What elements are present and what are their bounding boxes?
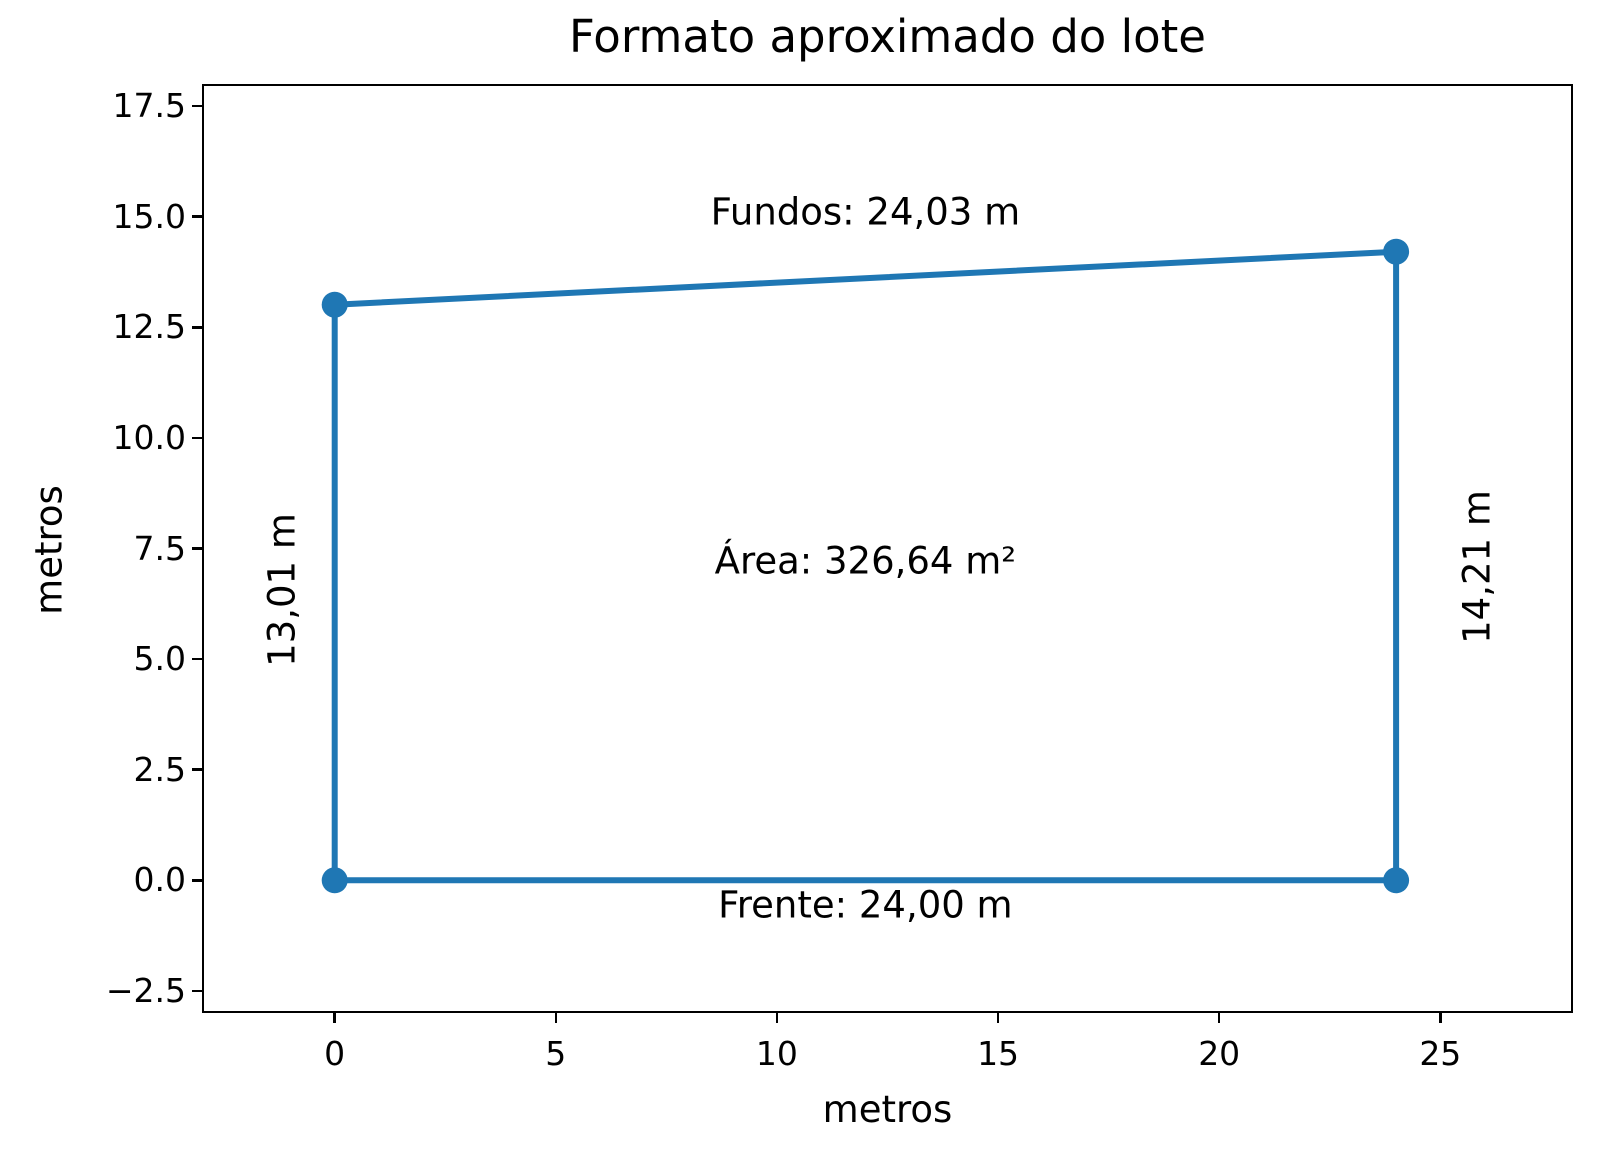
x-axis-tick — [333, 1013, 336, 1023]
y-axis-tick-label: −2.5 — [105, 970, 186, 1010]
x-axis-tick-label: 10 — [755, 1034, 798, 1073]
y-axis-tick — [192, 436, 202, 440]
x-axis-label: metros — [822, 1088, 953, 1131]
x-axis-tick-label: 5 — [545, 1034, 567, 1073]
y-axis-tick — [192, 879, 202, 882]
vertex-marker — [321, 867, 348, 894]
x-axis-tick-label: 20 — [1198, 1034, 1241, 1073]
y-axis-tick-label: 10.0 — [112, 417, 186, 457]
y-axis-tick — [192, 547, 202, 550]
annotation-frente: Frente: 24,00 m — [718, 883, 1013, 927]
y-axis-label: metros — [27, 485, 71, 615]
y-axis-tick — [192, 989, 202, 993]
x-axis-tick-label: 15 — [977, 1034, 1020, 1073]
y-axis-tick — [192, 326, 202, 329]
y-axis-tick — [192, 215, 202, 218]
x-axis-tick — [554, 1013, 558, 1023]
vertex-marker — [321, 291, 348, 318]
x-axis-tick — [1217, 1013, 1221, 1023]
y-axis-tick-label: 2.5 — [133, 749, 186, 789]
y-axis-tick-label: 15.0 — [112, 196, 186, 236]
y-axis-tick — [192, 768, 202, 771]
annotation-area: Área: 326,64 m² — [714, 539, 1017, 583]
y-axis-tick — [192, 104, 202, 108]
x-axis-tick-label: 25 — [1419, 1034, 1462, 1073]
y-axis-tick-label: 17.5 — [112, 86, 186, 126]
plot-area — [202, 84, 1573, 1013]
vertex-marker — [1383, 238, 1410, 265]
y-axis-tick-label: 0.0 — [133, 860, 186, 900]
x-axis-tick — [775, 1013, 779, 1023]
x-axis-tick — [996, 1013, 1000, 1023]
y-axis-tick — [192, 657, 202, 661]
y-axis-tick-label: 7.5 — [133, 528, 186, 568]
annotation-fundos: Fundos: 24,03 m — [710, 190, 1021, 234]
annotation-lado-esquerdo: 13,01 m — [260, 513, 304, 667]
x-axis-tick — [1439, 1013, 1442, 1023]
y-axis-tick-label: 5.0 — [133, 639, 186, 679]
vertex-marker — [1383, 867, 1410, 894]
y-axis-tick-label: 12.5 — [112, 307, 186, 347]
x-axis-tick-label: 0 — [324, 1034, 346, 1073]
chart-title: Formato aproximado do lote — [569, 10, 1206, 63]
annotation-lado-direito: 14,21 m — [1455, 490, 1499, 644]
